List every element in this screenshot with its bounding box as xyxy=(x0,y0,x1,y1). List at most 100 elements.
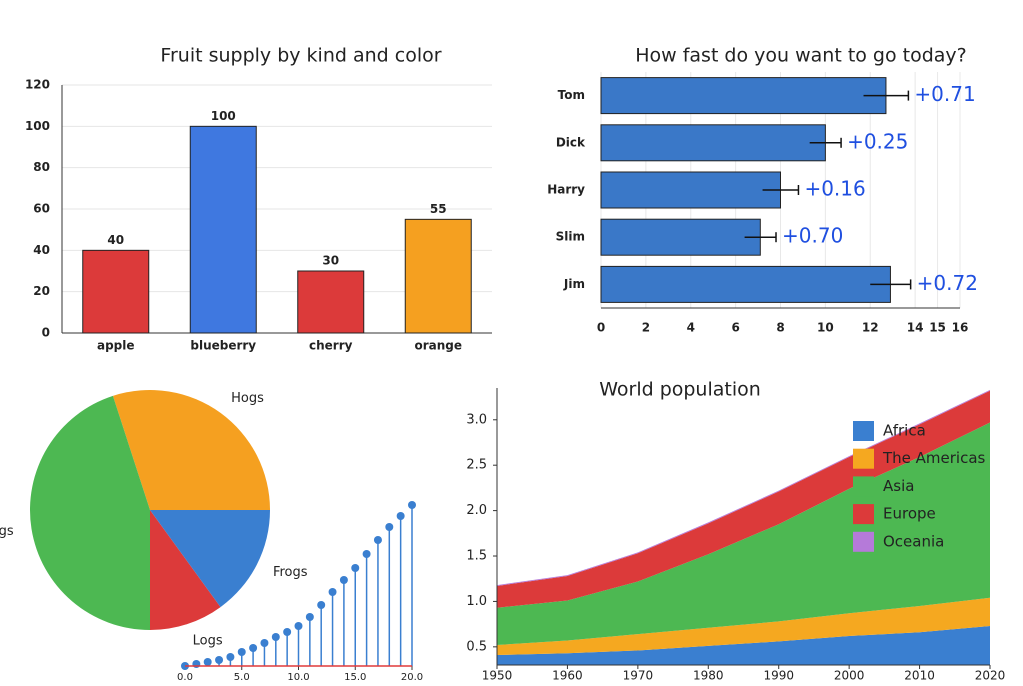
x-tick-label: 1960 xyxy=(552,669,583,683)
x-tick-label: orange xyxy=(414,339,462,353)
y-tick-label: 60 xyxy=(33,202,50,216)
area xyxy=(497,597,990,656)
bar xyxy=(82,249,150,334)
x-tick-label: blueberry xyxy=(190,339,256,353)
x-tick-label: 5.0 xyxy=(234,672,250,682)
annotation: +0.25 xyxy=(847,129,908,153)
y-tick-label: 40 xyxy=(33,243,50,257)
bar xyxy=(600,218,761,256)
stem-marker xyxy=(317,601,326,609)
legend-label: Europe xyxy=(883,505,936,523)
area xyxy=(497,422,990,646)
x-tick-label: 12 xyxy=(862,321,879,335)
stem-marker xyxy=(237,648,246,656)
y-tick-label: 20 xyxy=(33,284,50,298)
y-tick-label: 0 xyxy=(42,326,50,340)
x-tick-label: 15 xyxy=(929,321,946,335)
x-tick-label: 2000 xyxy=(834,669,865,683)
stem-marker xyxy=(373,536,382,544)
bar xyxy=(600,124,826,162)
x-tick-label: 8 xyxy=(776,321,784,335)
bar xyxy=(600,171,781,209)
stem-marker xyxy=(260,639,269,647)
x-tick-label: 10 xyxy=(817,321,834,335)
pie-slice xyxy=(112,390,270,510)
y-tick-label: 80 xyxy=(33,160,50,174)
stem-marker xyxy=(408,501,416,509)
y-tick-label: 0.5 xyxy=(466,639,487,654)
plot-area xyxy=(497,389,990,665)
annotation: +0.72 xyxy=(917,271,978,295)
legend-swatch xyxy=(853,421,874,441)
legend-label: The Americas xyxy=(882,449,986,467)
annotation: +0.16 xyxy=(804,177,865,201)
pie-slice xyxy=(29,395,150,630)
stem-marker xyxy=(271,633,280,641)
legend-label: Oceania xyxy=(883,532,944,550)
x-tick-label: 2010 xyxy=(904,669,935,683)
legend-swatch xyxy=(853,448,874,469)
legend-swatch xyxy=(853,476,874,497)
x-tick-label: 6 xyxy=(731,321,739,335)
pie-slice xyxy=(150,510,221,630)
slice-label: Hogs xyxy=(231,391,264,406)
x-tick-label: 4 xyxy=(687,321,695,335)
chart-title: How fast do you want to go today? xyxy=(635,45,967,67)
legend-label: Asia xyxy=(883,477,914,495)
y-tick-label: Jim xyxy=(563,277,585,291)
value-label: 30 xyxy=(322,254,339,268)
annotation: +0.70 xyxy=(782,224,843,248)
x-tick-label: 0 xyxy=(597,321,605,335)
stem-marker xyxy=(339,576,348,584)
y-tick-label: 120 xyxy=(25,78,50,92)
stem-marker xyxy=(294,622,303,630)
stem-marker xyxy=(215,656,224,664)
x-tick-label: 1980 xyxy=(693,669,724,683)
pie-slice xyxy=(150,510,270,608)
y-tick-label: Dick xyxy=(556,135,586,149)
slice-label: Frogs xyxy=(273,565,308,580)
legend-label: Africa xyxy=(883,422,926,440)
stem-marker xyxy=(351,564,360,572)
bar xyxy=(404,218,472,334)
x-tick-label: 14 xyxy=(907,321,924,335)
chart-title: Fruit supply by kind and color xyxy=(160,45,441,67)
stem-marker xyxy=(283,628,292,636)
x-tick-label: 1990 xyxy=(763,669,794,683)
y-tick-label: 3.0 xyxy=(466,412,487,427)
bar xyxy=(600,265,891,303)
legend-swatch xyxy=(853,504,874,525)
x-tick-label: 10.0 xyxy=(287,672,309,682)
annotation: +0.71 xyxy=(914,82,975,106)
x-tick-label: 2020 xyxy=(975,669,1006,683)
bar xyxy=(189,125,257,334)
stem-marker xyxy=(362,550,371,558)
value-label: 40 xyxy=(107,233,124,247)
x-tick-label: 1950 xyxy=(482,669,513,683)
value-label: 55 xyxy=(430,202,447,216)
value-label: 100 xyxy=(211,109,236,123)
stem-marker xyxy=(328,588,337,596)
y-tick-label: Slim xyxy=(556,230,585,244)
stem-marker xyxy=(249,644,258,652)
x-tick-label: 20.0 xyxy=(401,672,423,682)
y-tick-label: 1.0 xyxy=(466,594,487,609)
y-tick-label: 2.5 xyxy=(466,458,487,473)
stem-marker xyxy=(396,512,405,520)
y-tick-label: 1.5 xyxy=(466,549,487,564)
stem-marker xyxy=(203,658,212,666)
y-tick-label: Harry xyxy=(547,183,585,197)
bar xyxy=(600,77,887,115)
y-tick-label: 2.0 xyxy=(466,503,487,518)
legend-swatch xyxy=(853,531,874,552)
chart-title: World population xyxy=(599,379,761,401)
x-tick-label: 2 xyxy=(642,321,650,335)
y-tick-label: Tom xyxy=(558,88,585,102)
stem-marker xyxy=(385,523,394,531)
x-tick-label: 1970 xyxy=(623,669,654,683)
slice-label: Logs xyxy=(193,634,223,649)
bar xyxy=(297,270,365,334)
area xyxy=(497,625,990,665)
x-tick-label: 15.0 xyxy=(344,672,366,682)
